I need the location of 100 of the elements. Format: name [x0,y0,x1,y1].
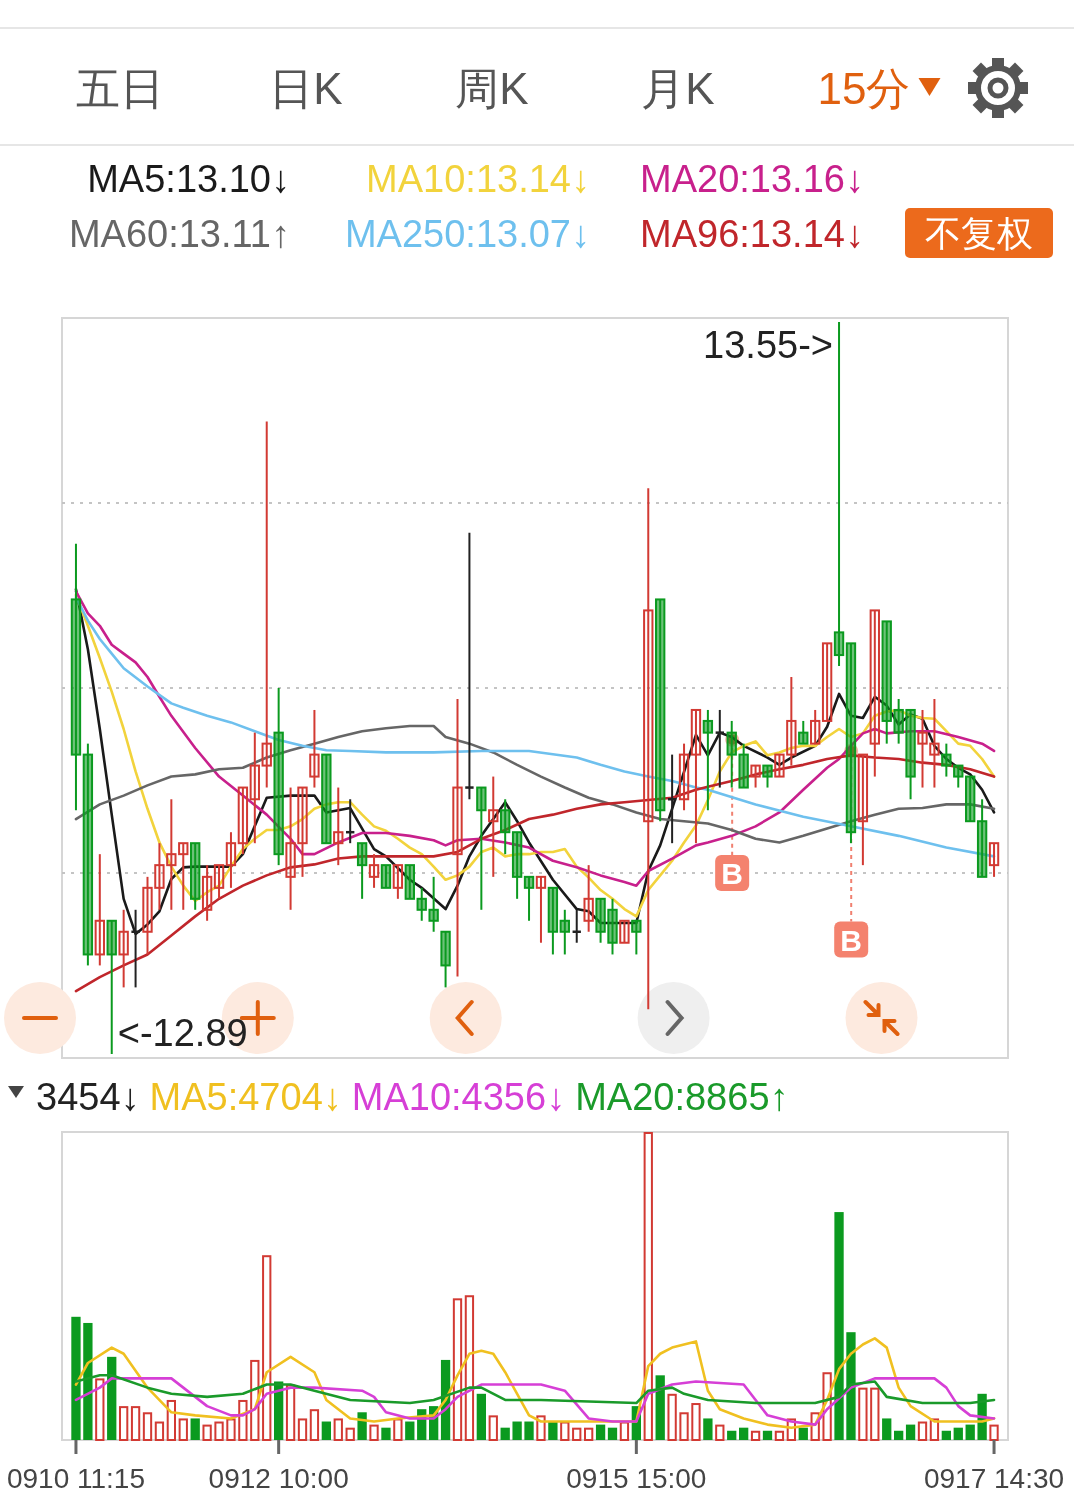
text: MA10:4356↓ [351,1076,566,1118]
candlestick [666,753,678,845]
candlestick [452,697,463,978]
bar [691,1403,701,1441]
candlestick [523,875,535,922]
candlestick [94,853,105,967]
bar [226,1418,236,1441]
candlestick [440,930,451,989]
candlestick [416,886,427,922]
bar [262,1255,272,1441]
bar [476,1393,486,1440]
bar [619,1421,630,1441]
bar [309,1409,320,1441]
text: 不复权 [925,213,1033,254]
bar [965,1424,975,1440]
bar [95,1378,105,1441]
candlestick [655,598,666,823]
annotation: B [840,923,863,957]
x-tick-label: 0912 10:00 [208,1463,349,1494]
bar [584,1427,594,1441]
bar [905,1424,916,1440]
candlestick [821,642,833,722]
candlestick [965,775,976,823]
x-tick-label: 0917 14:30 [923,1463,1065,1494]
candlestick [309,708,320,789]
candlestick [249,731,260,845]
text: MA10:13.14↓ [366,158,590,200]
text: 五日 [76,64,164,113]
text: 3454↓ [36,1076,140,1118]
bar [83,1322,93,1440]
text: 月K [641,64,715,113]
bar [333,1418,343,1441]
candlestick [70,542,82,812]
candlestick [535,875,547,944]
bar [667,1393,677,1441]
candlestick [607,897,618,956]
candlestick [261,420,272,789]
candlestick [619,919,630,944]
bar [285,1384,296,1441]
bar [560,1421,570,1441]
candlestick [583,864,594,933]
bar [321,1421,331,1440]
candlestick [810,708,821,745]
bar [572,1427,582,1441]
candlestick [857,753,869,867]
text: MA5:13.10↓ [87,158,290,200]
bar [464,1295,475,1441]
bar [369,1424,379,1441]
candlestick [559,908,570,956]
bar [130,1406,141,1441]
bar [142,1412,153,1441]
bar [858,1387,868,1441]
bar [393,1418,403,1441]
bar [119,1406,129,1441]
candlestick [404,864,415,900]
candlestick [213,864,225,900]
text: MA20:13.16↓ [640,158,864,200]
candlestick [905,708,916,801]
candlestick [82,742,94,967]
bar [595,1424,606,1440]
candlestick [833,321,845,668]
candlestick [511,831,523,900]
candlestick [714,708,726,789]
candlestick [869,609,880,778]
candlestick [702,708,714,812]
bar [357,1412,367,1440]
bar [345,1427,355,1441]
bar [846,1332,856,1440]
bar [715,1424,725,1441]
candlestick [476,786,487,911]
x-tick-label: 0915 15:00 [566,1463,707,1494]
bar [178,1418,188,1441]
bar [750,1430,761,1441]
annotation: <-12.89 [117,1012,248,1054]
candlestick [392,864,404,900]
text: 日K [269,64,343,113]
candlestick [190,842,201,911]
text: MA96:13.14↓ [640,213,864,255]
candlestick [488,775,499,878]
bar [512,1421,522,1440]
candlestick [225,831,237,889]
candlestick [547,886,559,956]
bar [834,1212,844,1440]
text: MA250:13.07↓ [344,213,590,255]
bar [381,1427,391,1440]
candlestick [690,708,702,845]
bar [894,1430,904,1440]
bar [202,1424,212,1441]
candlestick [500,798,511,856]
bar [107,1356,117,1440]
bar [214,1421,224,1441]
text: 周K [455,64,529,113]
candlestick [798,719,809,745]
bar [679,1412,689,1441]
candlestick [750,764,761,789]
annotation: 13.55-> [703,324,834,366]
candlestick [380,864,392,889]
candlestick [738,742,749,789]
bar [166,1399,176,1441]
bar [154,1421,165,1441]
